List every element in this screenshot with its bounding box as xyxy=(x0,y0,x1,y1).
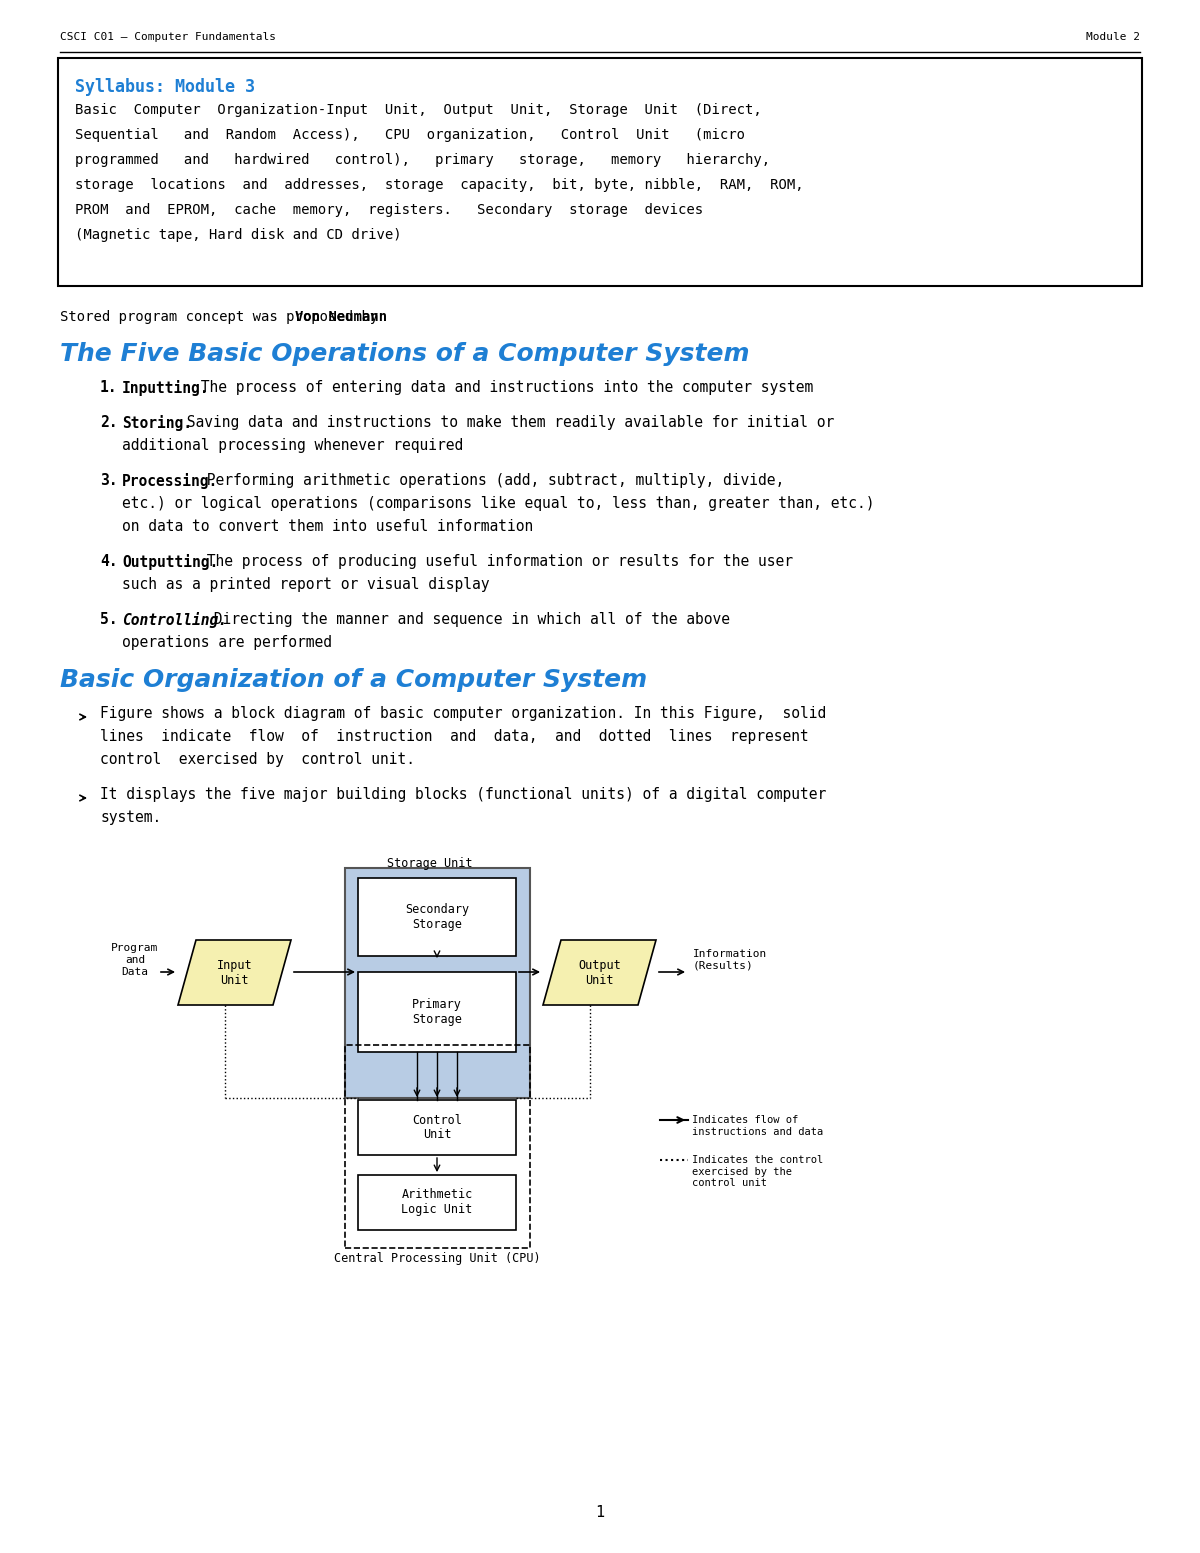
Text: additional processing whenever required: additional processing whenever required xyxy=(122,438,463,453)
Text: CSCI C01 – Computer Fundamentals: CSCI C01 – Computer Fundamentals xyxy=(60,33,276,42)
Text: Indicates the control
exercised by the
control unit: Indicates the control exercised by the c… xyxy=(692,1155,823,1188)
Bar xyxy=(58,57,1142,286)
Text: Information
(Results): Information (Results) xyxy=(694,949,767,971)
Text: Syllabus: Module 3: Syllabus: Module 3 xyxy=(74,78,256,96)
Text: Module 2: Module 2 xyxy=(1086,33,1140,42)
Text: on data to convert them into useful information: on data to convert them into useful info… xyxy=(122,519,533,534)
Text: 1: 1 xyxy=(595,1505,605,1520)
Text: etc.) or logical operations (comparisons like equal to, less than, greater than,: etc.) or logical operations (comparisons… xyxy=(122,495,875,511)
Text: Directing the manner and sequence in which all of the above: Directing the manner and sequence in whi… xyxy=(205,612,731,627)
Text: Sequential   and  Random  Access),   CPU  organization,   Control  Unit   (micro: Sequential and Random Access), CPU organ… xyxy=(74,127,745,141)
Text: 5.: 5. xyxy=(100,612,118,627)
Text: Outputting.: Outputting. xyxy=(122,554,218,570)
Text: Performing arithmetic operations (add, subtract, multiply, divide,: Performing arithmetic operations (add, s… xyxy=(198,474,785,488)
Text: The Five Basic Operations of a Computer System: The Five Basic Operations of a Computer … xyxy=(60,342,750,367)
Text: Storing.: Storing. xyxy=(122,415,192,432)
Text: Controlling.: Controlling. xyxy=(122,612,227,627)
Text: PROM  and  EPROM,  cache  memory,  registers.   Secondary  storage  devices: PROM and EPROM, cache memory, registers.… xyxy=(74,203,703,217)
Text: Processing.: Processing. xyxy=(122,474,218,489)
Bar xyxy=(358,1100,516,1155)
Bar xyxy=(358,972,516,1051)
Text: Stored program concept was proposed by: Stored program concept was proposed by xyxy=(60,311,386,325)
Text: Storage Unit: Storage Unit xyxy=(388,857,473,870)
Text: storage  locations  and  addresses,  storage  capacity,  bit, byte, nibble,  RAM: storage locations and addresses, storage… xyxy=(74,179,804,193)
Text: Figure shows a block diagram of basic computer organization. In this Figure,  so: Figure shows a block diagram of basic co… xyxy=(100,707,827,721)
Text: 3.: 3. xyxy=(100,474,118,488)
Polygon shape xyxy=(178,940,292,1005)
Text: Basic  Computer  Organization-Input  Unit,  Output  Unit,  Storage  Unit  (Direc: Basic Computer Organization-Input Unit, … xyxy=(74,102,762,116)
Bar xyxy=(358,1176,516,1230)
Bar xyxy=(346,1045,530,1249)
Text: Inputting.: Inputting. xyxy=(122,380,210,396)
Bar xyxy=(358,877,516,957)
Text: 1.: 1. xyxy=(100,380,118,394)
Text: operations are performed: operations are performed xyxy=(122,635,332,651)
Text: Output
Unit: Output Unit xyxy=(578,958,620,986)
Text: lines  indicate  flow  of  instruction  and  data,  and  dotted  lines  represen: lines indicate flow of instruction and d… xyxy=(100,728,809,744)
Text: The process of producing useful information or results for the user: The process of producing useful informat… xyxy=(198,554,793,568)
Bar xyxy=(346,868,530,1098)
Text: Arithmetic
Logic Unit: Arithmetic Logic Unit xyxy=(401,1188,473,1216)
Text: such as a printed report or visual display: such as a printed report or visual displ… xyxy=(122,578,490,592)
Text: Program
and
Data: Program and Data xyxy=(112,943,158,977)
Text: Central Processing Unit (CPU): Central Processing Unit (CPU) xyxy=(334,1252,540,1266)
Text: 2.: 2. xyxy=(100,415,118,430)
Text: Indicates flow of
instructions and data: Indicates flow of instructions and data xyxy=(692,1115,823,1137)
Polygon shape xyxy=(542,940,656,1005)
Text: Secondary
Storage: Secondary Storage xyxy=(404,902,469,930)
Text: Input
Unit: Input Unit xyxy=(217,958,252,986)
Text: Von Neumann: Von Neumann xyxy=(295,311,386,325)
Text: Primary
Storage: Primary Storage xyxy=(412,999,462,1027)
Text: programmed   and   hardwired   control),   primary   storage,   memory   hierarc: programmed and hardwired control), prima… xyxy=(74,154,770,168)
Text: Saving data and instructions to make them readily available for initial or: Saving data and instructions to make the… xyxy=(178,415,834,430)
Text: Control
Unit: Control Unit xyxy=(412,1114,462,1141)
Text: (Magnetic tape, Hard disk and CD drive): (Magnetic tape, Hard disk and CD drive) xyxy=(74,228,402,242)
Text: The process of entering data and instructions into the computer system: The process of entering data and instruc… xyxy=(192,380,812,394)
Text: It displays the five major building blocks (functional units) of a digital compu: It displays the five major building bloc… xyxy=(100,787,827,801)
Text: Basic Organization of a Computer System: Basic Organization of a Computer System xyxy=(60,668,647,693)
Text: 4.: 4. xyxy=(100,554,118,568)
Text: system.: system. xyxy=(100,811,161,825)
Text: control  exercised by  control unit.: control exercised by control unit. xyxy=(100,752,415,767)
